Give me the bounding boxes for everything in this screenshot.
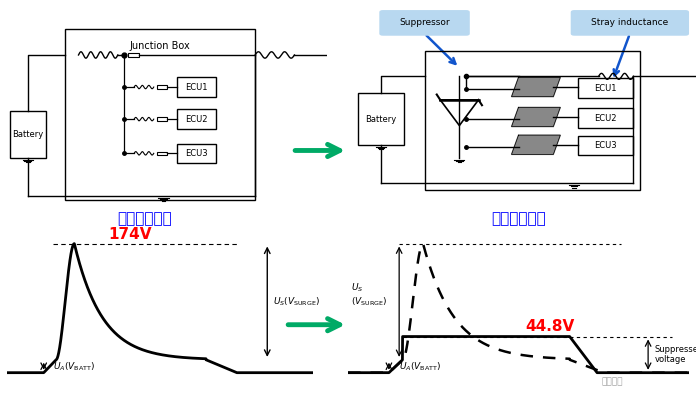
- Text: Battery: Battery: [13, 129, 43, 139]
- Text: 九章智驾: 九章智驾: [601, 377, 623, 386]
- Text: 44.8V: 44.8V: [525, 319, 575, 334]
- Text: Battery: Battery: [365, 114, 397, 124]
- Text: Suppressed
voltage: Suppressed voltage: [655, 345, 696, 364]
- Polygon shape: [512, 107, 560, 127]
- Text: $U_S$($V_\mathregular{SURGE}$): $U_S$($V_\mathregular{SURGE}$): [274, 295, 321, 308]
- Bar: [127, 53, 139, 57]
- Text: ECU2: ECU2: [185, 114, 207, 124]
- Text: ECU3: ECU3: [594, 141, 617, 150]
- Bar: [10, 110, 46, 158]
- Text: ECU2: ECU2: [594, 114, 617, 122]
- Bar: [65, 29, 255, 200]
- FancyBboxPatch shape: [379, 10, 470, 36]
- FancyBboxPatch shape: [571, 10, 689, 36]
- Text: ECU3: ECU3: [185, 149, 207, 158]
- Text: Suppressor: Suppressor: [400, 18, 450, 27]
- Bar: [578, 78, 633, 98]
- Bar: [177, 144, 216, 163]
- Bar: [177, 109, 216, 129]
- Text: ECU1: ECU1: [594, 84, 617, 93]
- Polygon shape: [512, 135, 560, 154]
- Bar: [157, 117, 167, 121]
- Bar: [425, 51, 640, 190]
- Bar: [177, 78, 216, 97]
- Bar: [578, 136, 633, 156]
- Text: ECU1: ECU1: [185, 82, 207, 91]
- Text: $U_A$($V_\mathregular{BATT}$): $U_A$($V_\mathregular{BATT}$): [53, 361, 95, 373]
- Bar: [157, 85, 167, 89]
- Bar: [358, 93, 404, 145]
- Text: 智能电气架构: 智能电气架构: [491, 211, 546, 227]
- Text: Stray inductance: Stray inductance: [592, 18, 668, 27]
- Text: Junction Box: Junction Box: [130, 42, 191, 51]
- Text: 174V: 174V: [108, 227, 152, 242]
- Bar: [578, 109, 633, 128]
- Text: $U_S$
$(V_\mathregular{SURGE})$: $U_S$ $(V_\mathregular{SURGE})$: [351, 281, 388, 308]
- Polygon shape: [512, 77, 560, 97]
- Text: 传统电气架构: 传统电气架构: [118, 211, 172, 227]
- Text: $U_A$($V_\mathregular{BATT}$): $U_A$($V_\mathregular{BATT}$): [400, 361, 441, 373]
- Bar: [157, 152, 167, 155]
